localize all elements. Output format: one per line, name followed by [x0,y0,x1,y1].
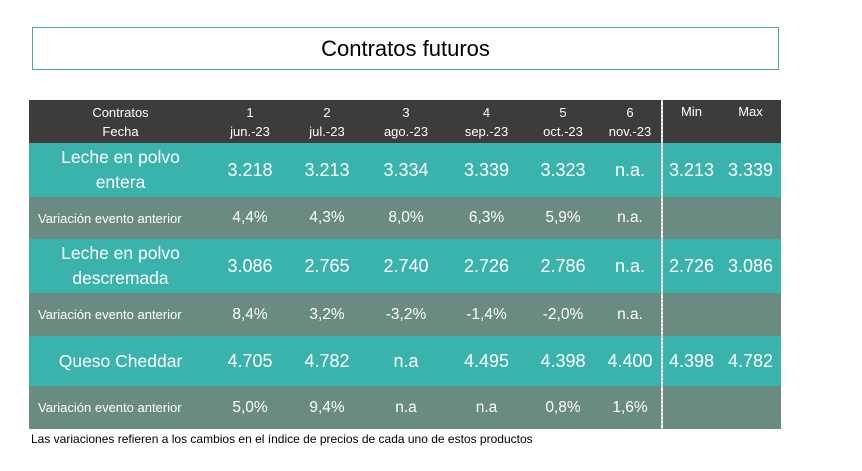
header-contract-4: 4 sep.-23 [446,100,527,143]
value-cell: n.a. [599,143,662,197]
min-cell: 3.213 [661,143,720,197]
empty-cell [720,197,781,239]
variation-cell: -1,4% [446,293,527,336]
value-cell: 4.398 [527,336,599,386]
variation-cell: 3,2% [288,293,366,336]
table-row: Variación evento anterior 4,4% 4,3% 8,0%… [29,197,781,239]
product-name: Leche en polvo entera [29,143,212,197]
variation-cell: 4,4% [212,197,288,239]
max-cell: 4.782 [720,336,781,386]
variation-cell: 5,9% [527,197,599,239]
variation-cell: 6,3% [446,197,527,239]
empty-cell [661,197,720,239]
value-cell: n.a [366,336,446,386]
variation-cell: n.a. [599,293,662,336]
value-cell: n.a. [599,239,662,293]
value-cell: 2.786 [527,239,599,293]
header-max: Max [720,100,781,143]
table-row: Leche en polvo entera 3.218 3.213 3.334 3… [29,143,781,197]
variation-cell: 4,3% [288,197,366,239]
header-contract-2: 2 jul.-23 [288,100,366,143]
value-cell: 4.705 [212,336,288,386]
variation-cell: 0,8% [527,386,599,429]
header-contract-1: 1 jun.-23 [212,100,288,143]
variation-cell: 1,6% [599,386,662,429]
header-label-cell: Contratos Fecha [29,100,212,143]
value-cell: 3.213 [288,143,366,197]
empty-cell [661,386,720,429]
value-cell: 4.495 [446,336,527,386]
min-cell: 2.726 [661,239,720,293]
variation-label: Variación evento anterior [29,293,212,336]
max-cell: 3.086 [720,239,781,293]
header-date-label: Fecha [102,123,139,139]
max-cell: 3.339 [720,143,781,197]
variation-cell: -2,0% [527,293,599,336]
min-cell: 4.398 [661,336,720,386]
value-cell: 2.765 [288,239,366,293]
table-row: Queso Cheddar 4.705 4.782 n.a 4.495 4.39… [29,336,781,386]
value-cell: 2.740 [366,239,446,293]
product-name: Queso Cheddar [29,336,212,386]
table-row: Variación evento anterior 5,0% 9,4% n.a … [29,386,781,429]
value-cell: 2.726 [446,239,527,293]
page-title: Contratos futuros [32,27,779,70]
empty-cell [720,386,781,429]
variation-cell: n.a [446,386,527,429]
product-name: Leche en polvo descremada [29,239,212,293]
variation-cell: 8,4% [212,293,288,336]
variation-cell: 9,4% [288,386,366,429]
footnote: Las variaciones refieren a los cambios e… [31,432,533,446]
header-contracts-label: Contratos [92,104,149,120]
variation-cell: n.a [366,386,446,429]
variation-cell: 5,0% [212,386,288,429]
value-cell: 3.086 [212,239,288,293]
value-cell: 3.323 [527,143,599,197]
empty-cell [661,293,720,336]
variation-cell: -3,2% [366,293,446,336]
value-cell: 3.334 [366,143,446,197]
variation-label: Variación evento anterior [29,197,212,239]
variation-cell: n.a. [599,197,662,239]
header-contract-3: 3 ago.-23 [366,100,446,143]
value-cell: 3.218 [212,143,288,197]
table-row: Leche en polvo descremada 3.086 2.765 2.7… [29,239,781,293]
empty-cell [720,293,781,336]
header-row: Contratos Fecha 1 jun.-23 2 jul.-23 3 ago.-… [29,100,781,143]
table-row: Variación evento anterior 8,4% 3,2% -3,2… [29,293,781,336]
value-cell: 3.339 [446,143,527,197]
value-cell: 4.400 [599,336,662,386]
variation-cell: 8,0% [366,197,446,239]
value-cell: 4.782 [288,336,366,386]
futures-table: Contratos Fecha 1 jun.-23 2 jul.-23 3 ago.-… [29,100,781,429]
header-contract-5: 5 oct.-23 [527,100,599,143]
header-contract-6: 6 nov.-23 [599,100,662,143]
variation-label: Variación evento anterior [29,386,212,429]
header-min: Min [661,100,720,143]
